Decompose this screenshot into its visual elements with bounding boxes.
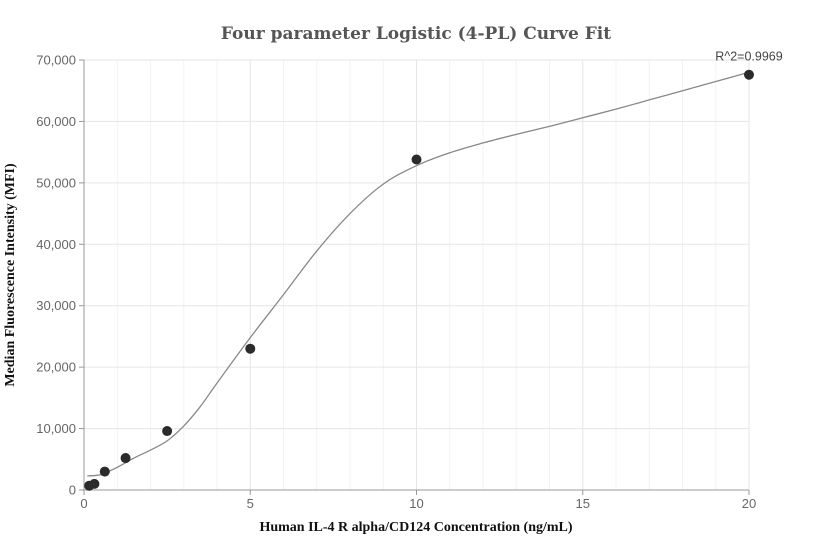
y-axis-ticks: 0 10,000 20,000 30,000 40,000 50,000 60,000 70,… [36,53,84,498]
y-tick-label: 70,000 [36,53,76,68]
data-points [84,69,754,491]
x-tick-label: 15 [576,496,590,511]
data-point [245,343,256,354]
x-axis-ticks: 0 5 10 15 20 [80,490,756,511]
y-tick-label: 50,000 [36,175,76,190]
y-tick-label: 0 [69,483,76,498]
y-tick-label: 10,000 [36,421,76,436]
data-point [162,426,173,437]
r-squared-annotation: R^2=0.9969 [715,49,782,63]
data-point [411,154,422,165]
data-point [99,466,110,477]
minor-gridlines [116,60,717,490]
data-point [744,69,754,80]
x-axis-title: Human IL-4 R alpha/CD124 Concentration (… [259,520,572,535]
data-point [120,453,131,464]
y-tick-label: 30,000 [36,298,76,313]
chart-title: Four parameter Logistic (4-PL) Curve Fit [221,24,611,44]
y-axis-title: Median Fluorescence Intensity (MFI) [3,163,18,387]
y-tick-label: 40,000 [36,237,76,252]
x-tick-label: 5 [247,496,254,511]
data-point [89,478,100,489]
y-tick-label: 60,000 [36,114,76,129]
x-tick-label: 0 [80,496,87,511]
y-tick-label: 20,000 [36,360,76,375]
x-tick-label: 20 [742,496,756,511]
major-gridlines [84,59,750,490]
x-tick-label: 10 [409,496,423,511]
fit-curve [87,71,750,477]
